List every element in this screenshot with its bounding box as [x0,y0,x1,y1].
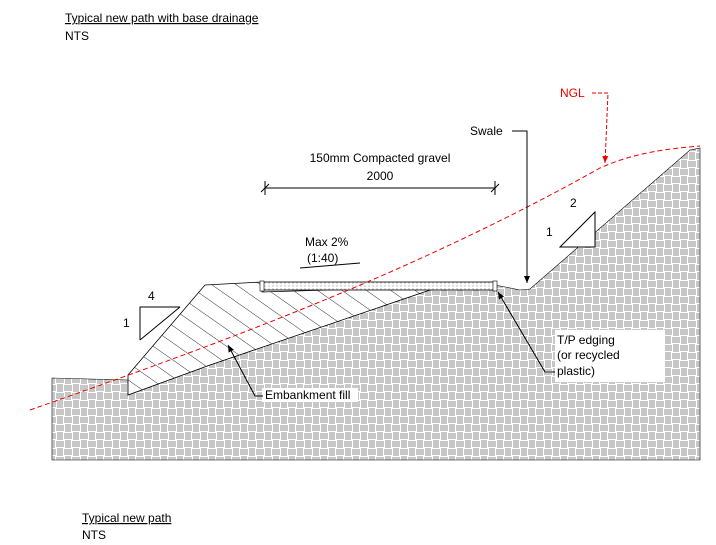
edging-label: plastic) [557,364,595,378]
edging-leader [497,291,555,373]
width-label: 2000 [367,169,394,183]
slope-rise: 1 [123,316,130,330]
embankment-label: Embankment fill [265,388,350,402]
swale-leader [512,130,530,283]
slope-run: 4 [148,289,155,303]
fall-ratio: (1:40) [307,251,338,265]
gravel [261,281,496,291]
embankment-leader [227,344,263,397]
swale-label: Swale [470,124,503,138]
gravel-label: 150mm Compacted gravel [310,151,451,165]
slope-triangle [139,306,180,340]
footer-scale: NTS [82,528,106,542]
slope-rise: 1 [546,225,553,239]
footer-title: Typical new path [82,511,171,525]
ngl-leader [592,92,609,164]
embankment [127,281,496,396]
edging [492,280,498,292]
title: Typical new path with base drainage [65,11,259,25]
edging-label: (or recycled [557,348,620,362]
fall-label: Max 2% [305,235,349,249]
ngl-label: NGL [560,86,585,100]
ngl-line [29,145,701,411]
slope-triangle [558,210,596,248]
fall-line [299,262,361,269]
slope-run: 2 [570,196,577,210]
dimension [260,181,500,195]
scale: NTS [65,29,89,43]
label-mask [555,330,665,382]
edging [259,280,265,292]
edging-label: T/P edging [557,333,615,347]
